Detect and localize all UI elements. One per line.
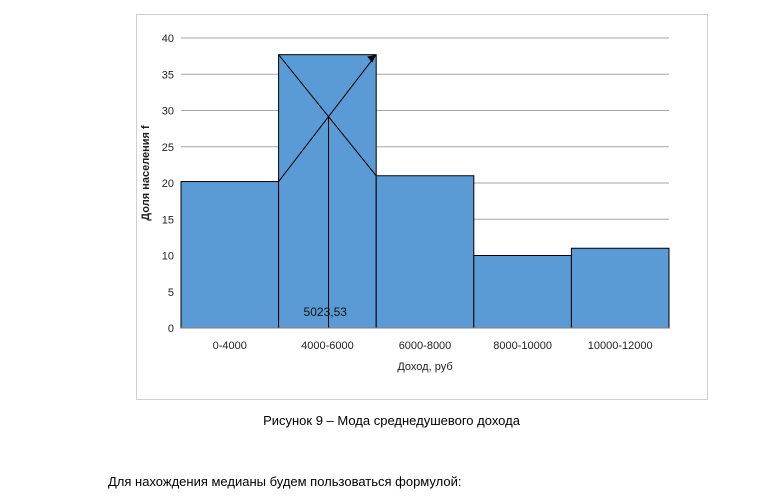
y-axis-title: Доля населения f xyxy=(140,125,152,221)
y-tick-label: 20 xyxy=(162,178,174,190)
body-paragraph: Для нахождения медианы будем пользоватьс… xyxy=(108,474,462,489)
y-tick-label: 5 xyxy=(168,287,174,299)
bar-10000-12000 xyxy=(570,247,670,329)
bar-0-4000 xyxy=(180,181,280,329)
x-tick-label: 10000-12000 xyxy=(588,340,653,352)
y-tick-label: 10 xyxy=(162,251,174,263)
chart-frame: 0 5 10 15 20 25 30 35 40 0-4000 4000-6000 6000-8000… xyxy=(136,14,708,400)
y-tick-label: 40 xyxy=(162,33,174,45)
x-tick-label: 8000-10000 xyxy=(493,340,552,352)
y-tick-label: 35 xyxy=(162,69,174,81)
x-tick-label: 6000-8000 xyxy=(399,340,452,352)
x-axis-title: Доход, руб xyxy=(397,361,452,373)
x-tick-label: 4000-6000 xyxy=(301,340,354,352)
y-tick-label: 25 xyxy=(162,142,174,154)
bar-8000-10000 xyxy=(473,255,572,329)
bar-4000-6000 xyxy=(278,54,377,329)
y-tick-label: 30 xyxy=(162,106,174,118)
mode-diagonal-right xyxy=(278,54,377,177)
bar-6000-8000 xyxy=(375,175,475,329)
mode-value-label: 5023,53 xyxy=(304,305,348,319)
mode-diagonal-left xyxy=(278,54,377,182)
histogram-chart: 0 5 10 15 20 25 30 35 40 0-4000 4000-6000 6000-8000… xyxy=(140,33,670,373)
figure-caption: Рисунок 9 – Мода среднедушевого дохода xyxy=(263,413,520,428)
x-tick-label: 0-4000 xyxy=(213,340,247,352)
mode-arrowhead xyxy=(367,54,377,63)
y-tick-label: 15 xyxy=(162,214,174,226)
y-tick-label: 0 xyxy=(168,323,174,335)
